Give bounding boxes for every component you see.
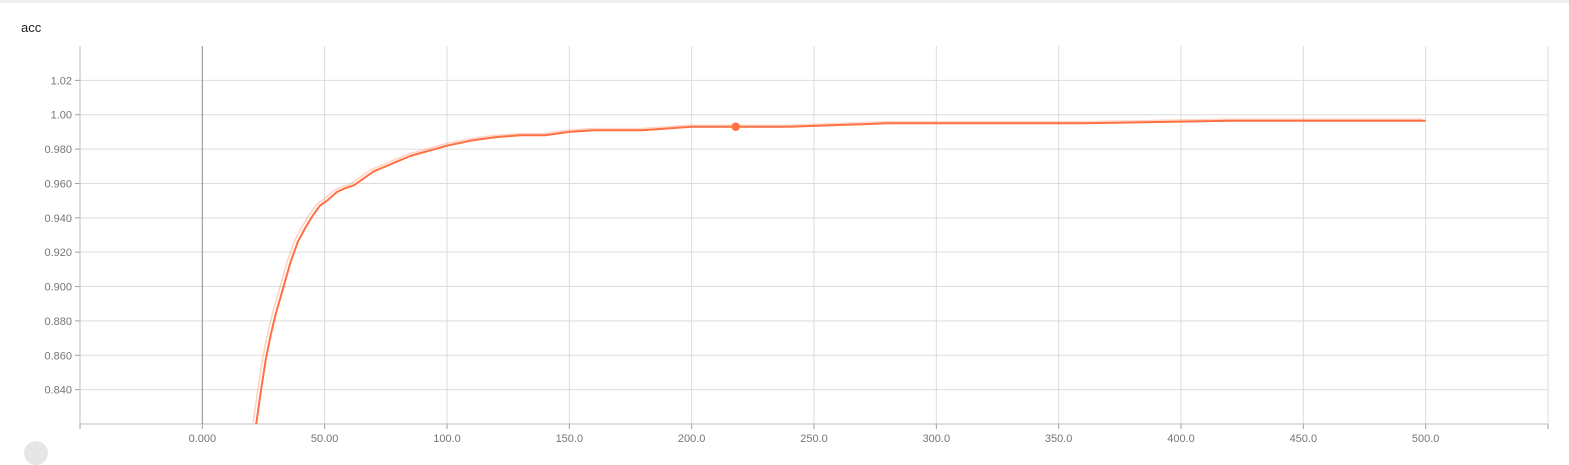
highlight-point [731,122,740,131]
y-tick-label: 0.960 [44,178,72,190]
accuracy-line-chart[interactable]: 0.000 50.00 100.0 150.0 200.0 250.0 300.0 350.0… [0,0,1569,451]
y-tick-label: 1.00 [51,110,72,122]
highlight-points [731,122,740,131]
y-tick-label: 0.900 [44,282,72,294]
series-lines [252,118,1426,424]
grid [80,46,1548,424]
top-divider [0,0,1569,3]
chart-title: acc [21,20,42,35]
x-tick-label: 450.0 [1290,433,1318,445]
x-tick-label: 100.0 [433,433,461,445]
x-tick-label: 500.0 [1412,433,1440,445]
x-tick-label: 350.0 [1045,433,1073,445]
x-tick-label: 400.0 [1167,433,1195,445]
y-tick-label: 1.02 [51,75,72,87]
y-tick-label: 0.920 [44,247,72,259]
tick-labels: 0.000 50.00 100.0 150.0 200.0 250.0 300.0 350.0… [44,75,1439,445]
x-tick-label: 200.0 [678,433,706,445]
x-tick-label: 0.000 [189,433,217,445]
axes [75,46,1549,429]
series-line [255,119,1426,424]
y-tick-label: 0.860 [44,350,72,362]
x-tick-label: 50.00 [311,433,339,445]
y-tick-label: 0.840 [44,385,72,397]
expand-chart-button[interactable] [24,441,48,465]
y-tick-label: 0.980 [44,144,72,156]
y-tick-label: 0.880 [44,316,72,328]
x-tick-label: 150.0 [556,433,584,445]
x-tick-label: 300.0 [923,433,951,445]
x-tick-label: 250.0 [800,433,828,445]
y-tick-label: 0.940 [44,213,72,225]
series-raw-line [252,118,1423,423]
